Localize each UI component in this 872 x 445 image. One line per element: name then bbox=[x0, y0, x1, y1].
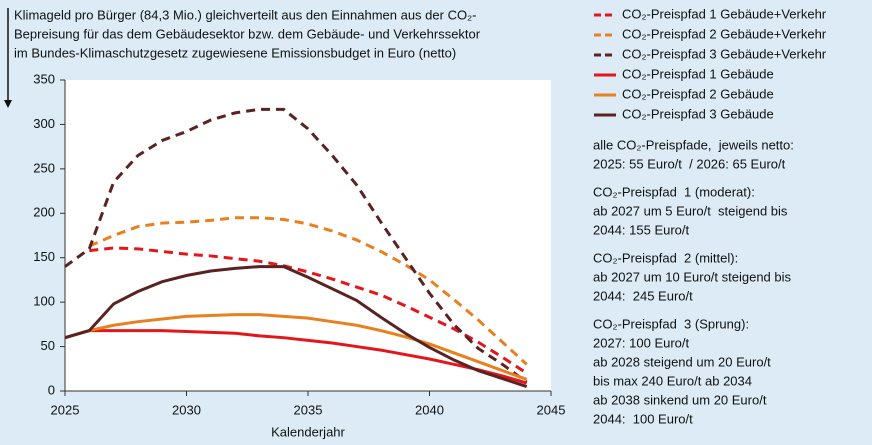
y-tick-label: 100 bbox=[33, 294, 55, 309]
series-line bbox=[64, 329, 528, 385]
note-text: CO₂-Preispfad 2 (mittel): bbox=[593, 250, 738, 265]
note-text: 2027: 100 Euro/t bbox=[593, 335, 690, 350]
legend-label: CO₂-Preispfad 1 Gebäude+Verkehr bbox=[622, 6, 827, 21]
legend-label: CO₂-Preispfad 1 Gebäude bbox=[622, 66, 774, 81]
note-text: alle CO₂-Preispfade, jeweils netto: bbox=[593, 137, 794, 152]
series-line bbox=[88, 216, 528, 366]
series-line bbox=[89, 246, 528, 375]
note-text: ab 2027 um 10 Euro/t steigend bis bbox=[593, 269, 792, 284]
note-text: CO₂-Preispfad 3 (Sprung): bbox=[593, 316, 749, 331]
note-text: CO₂-Preispfad 1 (moderat): bbox=[593, 184, 755, 199]
note-text: ab 2038 sinkend um 20 Euro/t bbox=[593, 392, 767, 407]
chart-title: im Bundes-Klimaschutzgesetz zugewiesene … bbox=[14, 45, 456, 60]
y-tick-label: 250 bbox=[33, 160, 55, 175]
note-text: 2044: 155 Euro/t bbox=[593, 222, 690, 237]
y-tick-label: 300 bbox=[33, 116, 55, 131]
legend-label: CO₂-Preispfad 3 Gebäude bbox=[622, 106, 774, 121]
y-tick-label: 0 bbox=[48, 382, 55, 397]
x-tick-label: 2030 bbox=[172, 402, 201, 417]
legend-label: CO₂-Preispfad 2 Gebäude+Verkehr bbox=[622, 26, 827, 41]
legend-label: CO₂-Preispfad 3 Gebäude+Verkehr bbox=[622, 46, 827, 61]
series-line bbox=[64, 313, 528, 381]
note-text: bis max 240 Euro/t ab 2034 bbox=[593, 373, 752, 388]
y-tick-label: 200 bbox=[33, 205, 55, 220]
legend-label: CO₂-Preispfad 2 Gebäude bbox=[622, 86, 774, 101]
note-text: 2044: 245 Euro/t bbox=[593, 288, 693, 303]
y-tick-label: 150 bbox=[33, 249, 55, 264]
y-tick-label: 50 bbox=[41, 338, 55, 353]
x-tick-label: 2035 bbox=[294, 402, 323, 417]
series-line bbox=[64, 265, 528, 388]
x-axis-label: Kalenderjahr bbox=[271, 424, 345, 439]
series-line bbox=[64, 107, 528, 384]
x-tick-label: 2040 bbox=[415, 402, 444, 417]
chart-title: Bepreisung für das dem Gebäudesektor bzw… bbox=[14, 26, 481, 41]
x-tick-label: 2025 bbox=[51, 402, 80, 417]
y-tick-label: 350 bbox=[33, 71, 55, 86]
x-tick-label: 2045 bbox=[537, 402, 566, 417]
note-text: 2025: 55 Euro/t / 2026: 65 Euro/t bbox=[593, 156, 786, 171]
note-text: ab 2027 um 5 Euro/t steigend bis bbox=[593, 203, 788, 218]
note-text: 2044: 100 Euro/t bbox=[593, 411, 693, 426]
axis-arrow-head bbox=[4, 100, 12, 108]
chart-title: Klimageld pro Bürger (84,3 Mio.) gleichv… bbox=[14, 7, 476, 22]
note-text: ab 2028 steigend um 20 Euro/t bbox=[593, 354, 771, 369]
plot-area bbox=[65, 80, 551, 391]
